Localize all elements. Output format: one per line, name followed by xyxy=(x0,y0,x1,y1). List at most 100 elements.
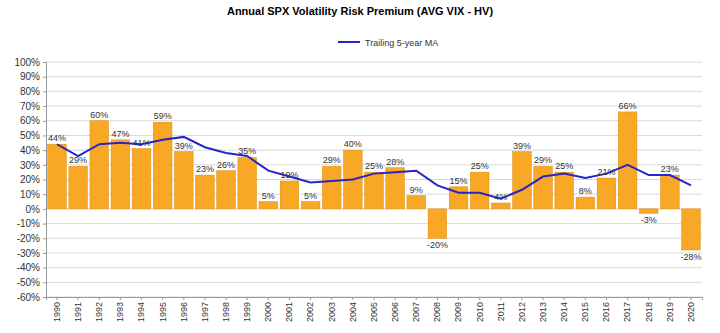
data-label: -20% xyxy=(427,240,448,250)
x-tick-mark xyxy=(395,297,396,300)
x-tick-label: 2014 xyxy=(559,302,569,322)
y-tick: 70% xyxy=(20,101,46,112)
y-tick-label: -10% xyxy=(17,218,40,229)
grid-line xyxy=(46,76,702,77)
y-tick-label: 50% xyxy=(20,130,40,141)
x-tick: 2018 xyxy=(644,297,654,322)
bar xyxy=(407,196,426,209)
x-tick: 2020 xyxy=(686,297,696,322)
y-tick: 40% xyxy=(20,145,46,156)
data-label: 41% xyxy=(133,138,151,148)
y-tick-mark xyxy=(43,150,46,151)
data-label: 4% xyxy=(494,192,507,202)
data-label: 15% xyxy=(450,176,468,186)
y-tick-mark xyxy=(43,62,46,63)
x-tick-mark xyxy=(162,297,163,300)
x-tick: 2009 xyxy=(453,297,463,322)
ma-line xyxy=(57,137,691,199)
x-tick: 2011 xyxy=(496,297,506,321)
x-tick: 2008 xyxy=(432,297,442,322)
data-label: 25% xyxy=(471,161,489,171)
grid-line xyxy=(46,223,702,224)
grid-line xyxy=(46,62,702,63)
y-tick-label: 40% xyxy=(20,145,40,156)
data-label: 39% xyxy=(175,141,193,151)
y-tick-label: -50% xyxy=(17,277,40,288)
y-tick-mark xyxy=(43,297,46,298)
y-tick-mark xyxy=(43,135,46,136)
x-tick-mark xyxy=(141,297,142,300)
y-tick-mark xyxy=(43,77,46,78)
x-tick-label: 2011 xyxy=(496,302,506,321)
data-label: 40% xyxy=(344,139,362,149)
x-tick-mark xyxy=(120,297,121,300)
bar xyxy=(259,202,278,209)
bar xyxy=(111,140,130,209)
x-tick-label: 1996 xyxy=(179,302,189,322)
x-tick: 1990 xyxy=(52,297,62,322)
x-tick-label: 1997 xyxy=(200,302,210,322)
x-tick: 2016 xyxy=(601,297,611,322)
x-tick: 1992 xyxy=(94,297,104,322)
bar xyxy=(280,181,299,209)
y-tick-mark xyxy=(43,209,46,210)
y-tick-label: -20% xyxy=(17,233,40,244)
bar xyxy=(196,175,215,209)
legend: Trailing 5-year MA xyxy=(338,38,438,48)
x-tick-label: 1991 xyxy=(73,302,83,322)
data-label: 39% xyxy=(513,141,531,151)
data-label: 5% xyxy=(262,191,275,201)
bar xyxy=(322,166,341,209)
y-tick: -60% xyxy=(17,292,46,303)
data-label: -28% xyxy=(681,252,702,262)
bar xyxy=(639,209,658,213)
y-tick: 50% xyxy=(20,130,46,141)
x-tick: 2015 xyxy=(580,297,590,322)
x-tick-label: 2007 xyxy=(411,302,421,322)
bar xyxy=(301,202,320,209)
x-tick-label: 2006 xyxy=(390,302,400,322)
x-tick: 2001 xyxy=(284,297,294,322)
y-tick-label: 80% xyxy=(20,86,40,97)
x-tick: 2003 xyxy=(327,297,337,322)
y-tick-label: -40% xyxy=(17,262,40,273)
data-label: 9% xyxy=(410,185,423,195)
x-tick: 2005 xyxy=(369,297,379,322)
x-tick-mark xyxy=(268,297,269,300)
x-tick-label: 1992 xyxy=(94,302,104,322)
x-tick: 2000 xyxy=(263,297,273,322)
x-tick-label: 2000 xyxy=(263,302,273,322)
y-tick-label: 90% xyxy=(20,71,40,82)
x-tick-mark xyxy=(521,297,522,300)
x-tick: 2004 xyxy=(348,297,358,322)
data-label: 29% xyxy=(534,155,552,165)
x-axis: 1990199119921993199419951996199719981999… xyxy=(47,297,703,322)
y-tick-mark xyxy=(43,91,46,92)
x-tick-label: 2018 xyxy=(644,302,654,322)
grid-line xyxy=(46,106,702,107)
x-tick-mark xyxy=(416,297,417,300)
x-tick: 1994 xyxy=(136,297,146,322)
x-tick: 1996 xyxy=(179,297,189,322)
y-tick: -30% xyxy=(17,248,46,259)
bar xyxy=(428,209,447,238)
x-tick-label: 2015 xyxy=(580,302,590,322)
bar xyxy=(661,175,680,209)
x-tick-mark xyxy=(183,297,184,300)
x-tick-label: 2008 xyxy=(432,302,442,322)
y-tick-label: 70% xyxy=(20,101,40,112)
data-label: 47% xyxy=(111,129,129,139)
x-tick: 2007 xyxy=(411,297,421,322)
y-tick: 10% xyxy=(20,189,46,200)
title: Annual SPX Volatility Risk Premium (AVG … xyxy=(227,5,493,17)
grid-line xyxy=(46,120,702,121)
y-axis: -60%-50%-40%-30%-20%-10%0%10%20%30%40%50… xyxy=(14,57,46,303)
plot-area xyxy=(48,112,701,250)
bar xyxy=(618,112,637,209)
x-tick-mark xyxy=(247,297,248,300)
bar xyxy=(492,203,511,209)
x-tick-mark xyxy=(648,297,649,300)
x-tick: 2002 xyxy=(305,297,315,322)
bar xyxy=(470,172,489,209)
bar xyxy=(386,168,405,209)
